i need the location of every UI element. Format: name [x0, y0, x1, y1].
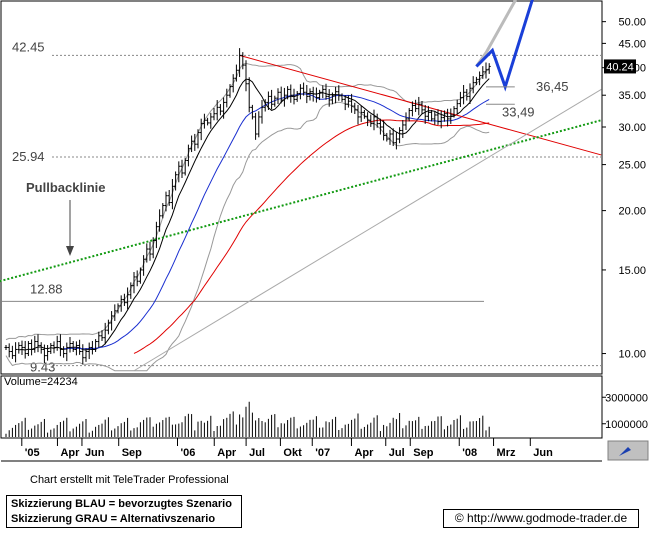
- x-tick-label: Sep: [413, 447, 433, 459]
- x-tick-label: Sep: [122, 447, 142, 459]
- x-tick-label: '05: [25, 447, 40, 459]
- arrow-head-icon: [66, 246, 74, 256]
- level-label: 25.94: [12, 149, 45, 164]
- annotation-pullback: Pullbacklinie: [26, 180, 105, 195]
- annotation-33-49: 33,49: [502, 104, 535, 119]
- x-tick-label: '08: [462, 447, 477, 459]
- x-tick-label: Apr: [60, 447, 80, 459]
- scenario-legend: Skizzierung BLAU = bevorzugtes Szenario …: [6, 495, 242, 528]
- pullback-line: [0, 119, 602, 283]
- volume-panel-frame: [0, 375, 603, 439]
- volume-layer: Volume=24234: [4, 376, 490, 437]
- long-term-trend-line: [133, 88, 602, 372]
- y-tick-label: 10.00: [618, 349, 646, 361]
- x-tick-label: Jul: [249, 447, 265, 459]
- last-price-box: [604, 59, 636, 74]
- y-tick-label: 50.00: [618, 17, 646, 29]
- blue-scenario-path: [475, 0, 534, 92]
- x-tick-label: Jun: [85, 447, 105, 459]
- volume-tick-label: 3000000: [605, 392, 648, 404]
- x-tick-label: Jun: [533, 447, 553, 459]
- x-tick-label: Apr: [354, 447, 374, 459]
- volume-tick-label: 1000000: [605, 419, 648, 431]
- level-label: 12.88: [30, 281, 63, 296]
- source-url[interactable]: © http://www.godmode-trader.de: [443, 509, 639, 528]
- downtrend-line: [239, 54, 602, 156]
- y-tick-label: 25.00: [618, 160, 646, 172]
- legend-blue-scenario: Skizzierung BLAU = bevorzugtes Szenario: [11, 498, 232, 510]
- x-tick-label: '07: [315, 447, 330, 459]
- arrow-icon: [619, 447, 631, 456]
- lower-band: [5, 101, 490, 372]
- x-tick-label: Mrz: [497, 447, 516, 459]
- y-tick-label: 20.00: [618, 206, 646, 218]
- x-tick-label: Okt: [283, 447, 302, 459]
- y-tick-label: 35.00: [618, 90, 646, 102]
- level-label: 42.45: [12, 39, 45, 54]
- last-price-label: 40.24: [606, 61, 634, 73]
- volume-label: Volume=24234: [4, 376, 78, 388]
- chart-credit: Chart erstellt mit TeleTrader Profession…: [30, 474, 229, 486]
- y-tick-label: 30.00: [618, 122, 646, 134]
- x-tick-label: Jul: [389, 447, 405, 459]
- grey-scenario-path: [475, 0, 518, 68]
- x-tick-label: Apr: [217, 447, 237, 459]
- legend-grey-scenario: Skizzierung GRAU = Alternativszenario: [11, 513, 216, 525]
- medium-ma-line: [63, 93, 490, 350]
- level-label: 9.43: [30, 360, 55, 375]
- x-tick-label: '06: [181, 447, 196, 459]
- axis-layer: 10.0015.0020.0025.0030.0035.0040.0045.00…: [21, 17, 648, 459]
- y-tick-label: 15.00: [618, 265, 646, 277]
- y-tick-label: 45.00: [618, 38, 646, 50]
- upper-band: [5, 62, 490, 341]
- long-ma-line: [133, 119, 490, 354]
- annotation-36-45: 36,45: [536, 79, 569, 94]
- price-panel-frame: [0, 0, 603, 375]
